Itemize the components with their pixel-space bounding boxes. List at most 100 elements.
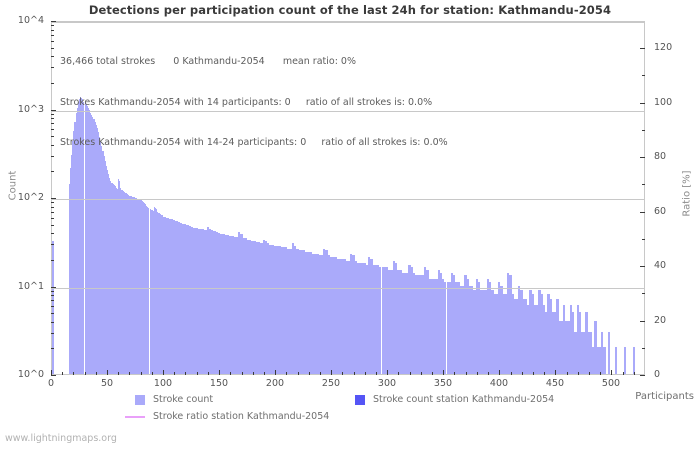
histogram-bar [527, 305, 530, 374]
y-tick-left-minor [51, 41, 54, 42]
histogram-bar [580, 331, 584, 374]
histogram-bar [518, 285, 521, 374]
histogram-bar [372, 265, 375, 374]
histogram-bar [121, 190, 123, 374]
histogram-bar [554, 312, 557, 374]
y-tick-left-major [51, 198, 56, 199]
histogram-bar [558, 320, 561, 374]
y-tick-right-major [640, 212, 645, 213]
histogram-bar [231, 236, 234, 374]
legend-item-stroke-ratio-station: Stroke ratio station Kathmandu-2054 [125, 411, 330, 422]
x-tick-minor [466, 372, 467, 375]
y-tick-label-left: 10^3 [17, 104, 44, 115]
histogram-bar [397, 269, 400, 374]
histogram-bar [383, 267, 386, 374]
y-tick-left-major [51, 375, 56, 376]
x-tick-minor [242, 372, 243, 375]
y-tick-label-right: 0 [654, 369, 661, 380]
histogram-bar [269, 244, 272, 374]
histogram-bar [363, 262, 366, 374]
histogram-bar [511, 294, 514, 374]
legend-label-stroke-ratio-station: Stroke ratio station Kathmandu-2054 [153, 411, 330, 422]
histogram-bar [320, 255, 324, 374]
x-tick-minor [73, 372, 74, 375]
histogram-bar [211, 230, 214, 374]
histogram-bar [52, 240, 54, 374]
histogram-bar [73, 130, 75, 374]
histogram-bar [455, 281, 458, 374]
histogram-bar [457, 281, 460, 374]
x-tick-minor [286, 372, 287, 375]
y-tick-right-major [640, 157, 645, 158]
histogram-bar [233, 237, 236, 374]
histogram-bar [220, 234, 223, 374]
histogram-bar [388, 269, 391, 374]
histogram-bar [385, 267, 389, 374]
histogram-bar [332, 256, 335, 374]
histogram-bar [354, 260, 357, 374]
histogram-bar [442, 278, 445, 374]
histogram-bar [379, 267, 382, 374]
histogram-bar [291, 243, 295, 374]
histogram-bar [138, 198, 140, 374]
y-tick-left-major [51, 287, 56, 288]
histogram-bar [450, 272, 454, 374]
histogram-bar [489, 281, 492, 374]
histogram-bar [136, 198, 138, 374]
histogram-bar [491, 289, 494, 374]
x-tick-minor [600, 372, 601, 375]
y-tick-left-minor [51, 118, 54, 119]
x-tick-minor [62, 372, 63, 375]
histogram-bar [312, 253, 315, 374]
histogram-bar [280, 247, 283, 374]
histogram-bar [173, 219, 176, 374]
histogram-bar [417, 275, 420, 374]
histogram-bar [305, 251, 308, 374]
histogram-bar [103, 156, 105, 374]
histogram-bar [222, 234, 225, 374]
histogram-bar [495, 294, 499, 374]
histogram-bar [576, 305, 579, 374]
histogram-bar [206, 226, 209, 374]
histogram-bar [82, 99, 84, 374]
histogram-bar [574, 331, 577, 374]
legend-swatch-stroke-count-station [355, 394, 365, 405]
histogram-bar [547, 294, 550, 374]
histogram-bar [408, 265, 411, 374]
x-tick-major [499, 370, 500, 375]
histogram-bar [522, 299, 525, 374]
x-tick-minor [96, 372, 97, 375]
histogram-bar [392, 260, 395, 374]
histogram-bar [439, 272, 442, 374]
histogram-bar [334, 256, 337, 374]
histogram-bar [83, 101, 85, 374]
histogram-bar [282, 247, 286, 374]
histogram-bar [623, 347, 626, 374]
histogram-bar [130, 196, 132, 374]
histogram-bar [161, 215, 163, 374]
histogram-bar [91, 114, 93, 374]
histogram-bar [84, 102, 86, 374]
histogram-bar [242, 238, 245, 374]
y-tick-label-right: 80 [654, 151, 667, 162]
histogram-bar [421, 275, 425, 374]
histogram-bar [106, 170, 109, 374]
histogram-bar [307, 251, 310, 374]
y-tick-label-right: 120 [654, 42, 673, 53]
x-tick-minor [264, 372, 265, 375]
histogram-bar [298, 250, 301, 374]
y-tick-right-major [640, 266, 645, 267]
x-tick-major [387, 370, 388, 375]
y-tick-left-minor [51, 233, 54, 234]
y-tick-left-minor [51, 207, 54, 208]
histogram-bar [170, 219, 174, 374]
histogram-bar [76, 107, 78, 374]
histogram-bar [390, 269, 393, 374]
y-tick-left-minor [51, 83, 54, 84]
histogram-bar [336, 258, 339, 374]
x-tick-label: 100 [153, 378, 173, 389]
histogram-bar [596, 347, 599, 374]
histogram-bar [399, 269, 402, 374]
histogram-bar [433, 278, 436, 374]
histogram-bar [255, 242, 259, 374]
